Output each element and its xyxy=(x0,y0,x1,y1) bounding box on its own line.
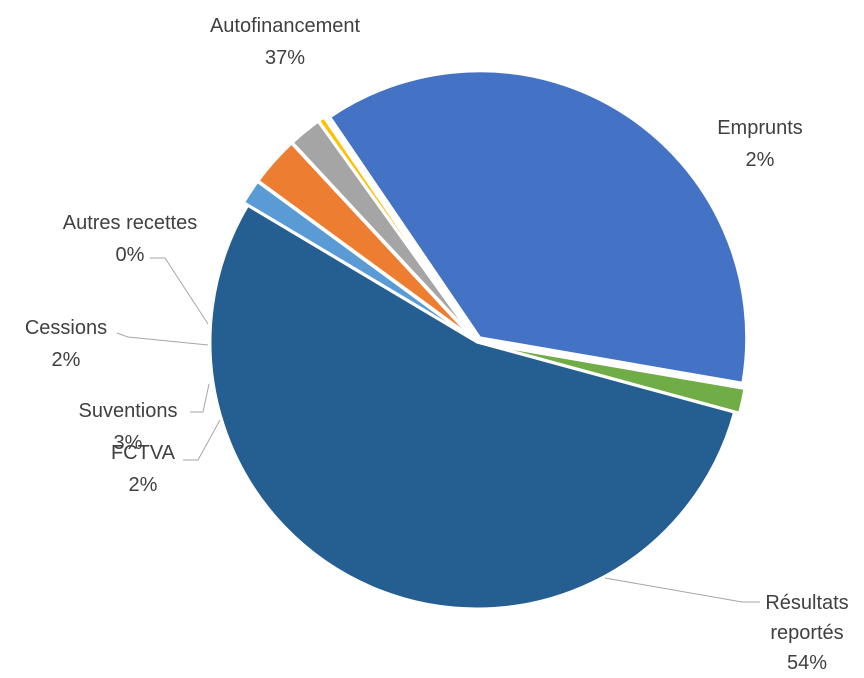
label-autofinancement: Autofinancement 37% xyxy=(185,10,385,74)
label-resultats-pct: 54% xyxy=(786,652,828,674)
leader-line-fctva xyxy=(183,419,221,461)
label-resultats-line2: reportés xyxy=(770,622,844,644)
label-suventions: Suventions 3% xyxy=(60,395,196,459)
pie-slice-autres-recettes xyxy=(317,115,476,340)
label-fctva: FCTVA 2% xyxy=(100,437,186,501)
pie-slice-autofinancement xyxy=(328,69,749,385)
label-cessions-name: Cessions xyxy=(24,317,108,339)
label-emprunts-name: Emprunts xyxy=(717,117,803,139)
leader-line-suventions xyxy=(190,383,210,413)
label-resultats-reportes: Résultats reportés 54% xyxy=(752,588,862,678)
label-emprunts-pct: 2% xyxy=(745,149,775,171)
label-cessions-pct: 2% xyxy=(51,349,81,371)
pie-slice-resultats-reportes xyxy=(208,203,737,611)
label-cessions: Cessions 2% xyxy=(10,312,122,376)
label-autofinancement-name: Autofinancement xyxy=(209,15,361,37)
label-autofinancement-pct: 37% xyxy=(264,47,306,69)
label-fctva-pct: 2% xyxy=(128,474,158,496)
label-autres-recettes: Autres recettes 0% xyxy=(40,207,220,271)
leader-line-autres-recettes xyxy=(150,257,209,325)
label-resultats-line1: Résultats xyxy=(765,592,849,614)
label-emprunts: Emprunts 2% xyxy=(700,112,820,176)
label-autres-recettes-name: Autres recettes xyxy=(62,212,198,234)
leader-line-resultats-reportes xyxy=(604,577,760,603)
label-suventions-name: Suventions xyxy=(78,400,178,422)
leader-line-cessions xyxy=(116,332,209,346)
label-autres-recettes-pct: 0% xyxy=(115,244,145,266)
label-suventions-pct: 3% xyxy=(113,432,143,454)
label-fctva-name: FCTVA xyxy=(110,442,176,464)
